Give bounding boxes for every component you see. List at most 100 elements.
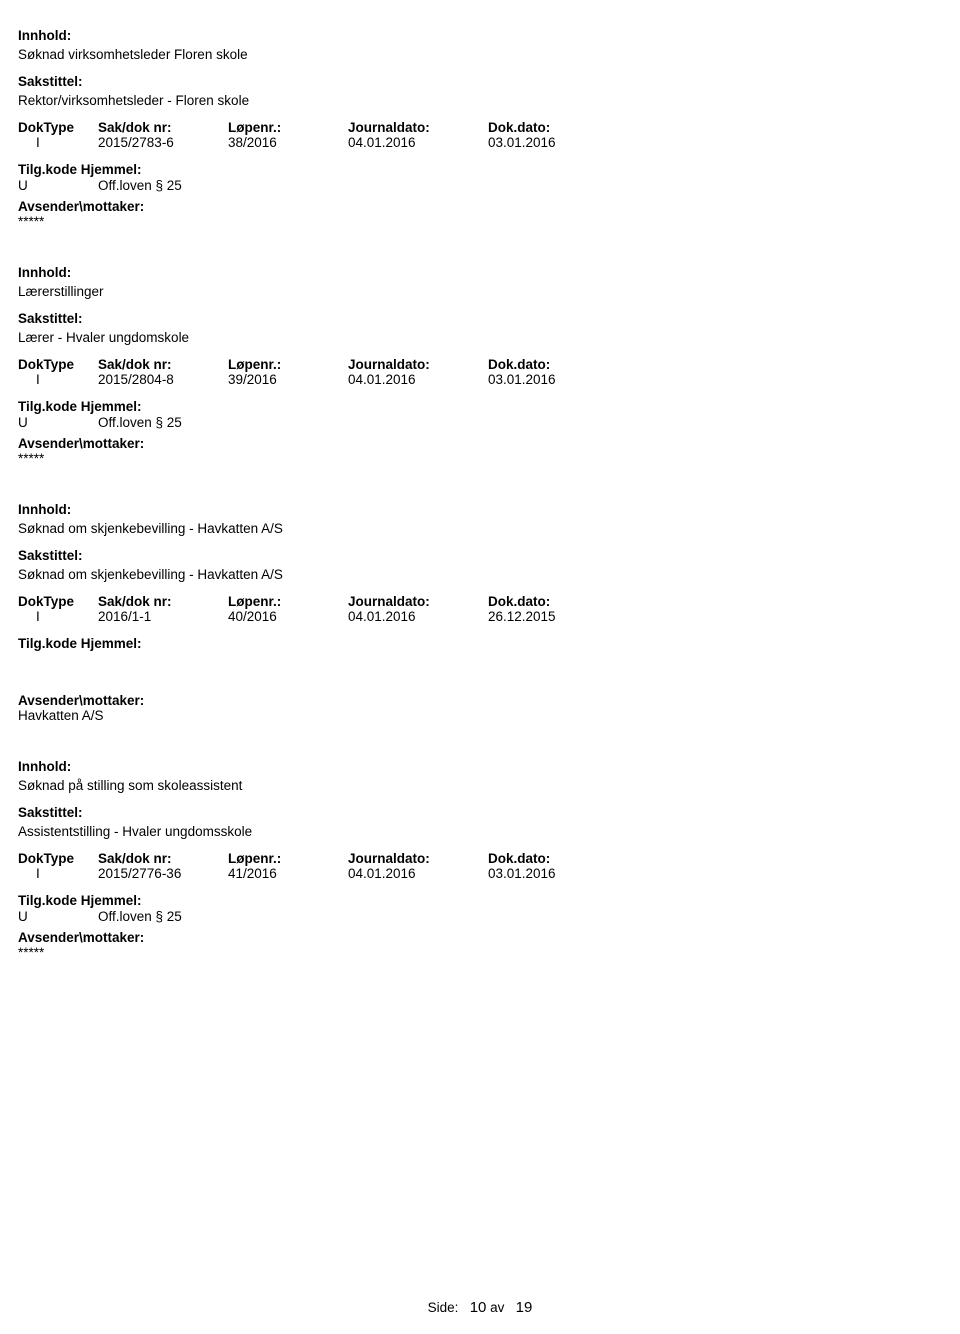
- lopenr-value: 41/2016: [228, 866, 348, 881]
- saknr-header: Sak/dok nr:: [98, 120, 228, 135]
- journal-entry: Innhold: Søknad om skjenkebevilling - Ha…: [18, 502, 942, 723]
- innhold-value: Lærerstillinger: [18, 284, 942, 299]
- journal-entry: Innhold: Søknad på stilling som skoleass…: [18, 759, 942, 960]
- journaldato-header: Journaldato:: [348, 120, 488, 135]
- avsender-value: *****: [18, 945, 942, 960]
- innhold-value: Søknad virksomhetsleder Floren skole: [18, 47, 942, 62]
- doktype-header: DokType: [18, 594, 98, 609]
- journaldato-header: Journaldato:: [348, 594, 488, 609]
- innhold-label: Innhold:: [18, 502, 942, 517]
- doktype-value: I: [18, 372, 98, 387]
- avsender-label: Avsender\mottaker:: [18, 930, 942, 945]
- saknr-header: Sak/dok nr:: [98, 851, 228, 866]
- lopenr-value: 40/2016: [228, 609, 348, 624]
- lopenr-value: 39/2016: [228, 372, 348, 387]
- innhold-label: Innhold:: [18, 265, 942, 280]
- hjemmel-label: Hjemmel:: [81, 893, 142, 908]
- lopenr-header: Løpenr.:: [228, 120, 348, 135]
- doktype-header: DokType: [18, 851, 98, 866]
- innhold-value: Søknad på stilling som skoleassistent: [18, 778, 942, 793]
- tilg-row: Tilg.kode Hjemmel:: [18, 399, 942, 414]
- avsender-value: Havkatten A/S: [18, 708, 942, 723]
- innhold-label: Innhold:: [18, 759, 942, 774]
- journal-entry: Innhold: Søknad virksomhetsleder Floren …: [18, 28, 942, 229]
- saknr-value: 2015/2783-6: [98, 135, 228, 150]
- hjemmel-value: Off.loven § 25: [98, 178, 182, 193]
- dokdato-value: 03.01.2016: [488, 866, 608, 881]
- sakstittel-value: Rektor/virksomhetsleder - Floren skole: [18, 93, 942, 108]
- lopenr-header: Løpenr.:: [228, 357, 348, 372]
- tilg-row: Tilg.kode Hjemmel:: [18, 893, 942, 908]
- saknr-value: 2016/1-1: [98, 609, 228, 624]
- avsender-label: Avsender\mottaker:: [18, 436, 942, 451]
- tilgkode-value: U: [18, 415, 98, 430]
- datarow-header: DokTypeSak/dok nr:Løpenr.:Journaldato:Do…: [18, 594, 942, 609]
- avsender-value: *****: [18, 451, 942, 466]
- dokdato-value: 03.01.2016: [488, 372, 608, 387]
- lopenr-value: 38/2016: [228, 135, 348, 150]
- avsender-label: Avsender\mottaker:: [18, 693, 942, 708]
- doktype-header: DokType: [18, 357, 98, 372]
- tilgkode-value: U: [18, 909, 98, 924]
- tilgkode-label: Tilg.kode: [18, 636, 77, 651]
- dokdato-header: Dok.dato:: [488, 120, 608, 135]
- dokdato-header: Dok.dato:: [488, 851, 608, 866]
- innhold-label: Innhold:: [18, 28, 942, 43]
- journal-entry: Innhold: Lærerstillinger Sakstittel: Lær…: [18, 265, 942, 466]
- datarow-values: I2016/1-140/201604.01.201626.12.2015: [18, 609, 942, 624]
- datarow-values: I2015/2804-839/201604.01.201603.01.2016: [18, 372, 942, 387]
- tilg-values: UOff.loven § 25: [18, 908, 942, 926]
- saknr-header: Sak/dok nr:: [98, 594, 228, 609]
- page-footer: Side: 10 av 19: [0, 1299, 960, 1316]
- hjemmel-label: Hjemmel:: [81, 399, 142, 414]
- avsender-label: Avsender\mottaker:: [18, 199, 942, 214]
- tilgkode-label: Tilg.kode: [18, 162, 77, 177]
- datarow-header: DokTypeSak/dok nr:Løpenr.:Journaldato:Do…: [18, 120, 942, 135]
- tilg-row: Tilg.kode Hjemmel:: [18, 636, 942, 651]
- saknr-value: 2015/2804-8: [98, 372, 228, 387]
- dokdato-header: Dok.dato:: [488, 357, 608, 372]
- tilg-values: [18, 651, 942, 669]
- journaldato-value: 04.01.2016: [348, 866, 488, 881]
- doktype-value: I: [18, 866, 98, 881]
- doktype-value: I: [18, 135, 98, 150]
- sakstittel-value: Lærer - Hvaler ungdomskole: [18, 330, 942, 345]
- dokdato-header: Dok.dato:: [488, 594, 608, 609]
- lopenr-header: Løpenr.:: [228, 594, 348, 609]
- sakstittel-label: Sakstittel:: [18, 548, 942, 563]
- journaldato-header: Journaldato:: [348, 851, 488, 866]
- datarow-values: I2015/2776-3641/201604.01.201603.01.2016: [18, 866, 942, 881]
- saknr-value: 2015/2776-36: [98, 866, 228, 881]
- doktype-value: I: [18, 609, 98, 624]
- datarow-header: DokTypeSak/dok nr:Løpenr.:Journaldato:Do…: [18, 357, 942, 372]
- datarow-values: I2015/2783-638/201604.01.201603.01.2016: [18, 135, 942, 150]
- sakstittel-value: Assistentstilling - Hvaler ungdomsskole: [18, 824, 942, 839]
- hjemmel-value: Off.loven § 25: [98, 415, 182, 430]
- dokdato-value: 26.12.2015: [488, 609, 608, 624]
- hjemmel-label: Hjemmel:: [81, 162, 142, 177]
- page-total: 19: [516, 1299, 533, 1316]
- journaldato-header: Journaldato:: [348, 357, 488, 372]
- tilgkode-label: Tilg.kode: [18, 893, 77, 908]
- sakstittel-label: Sakstittel:: [18, 805, 942, 820]
- doktype-header: DokType: [18, 120, 98, 135]
- hjemmel-value: Off.loven § 25: [98, 909, 182, 924]
- datarow-header: DokTypeSak/dok nr:Løpenr.:Journaldato:Do…: [18, 851, 942, 866]
- tilg-row: Tilg.kode Hjemmel:: [18, 162, 942, 177]
- sakstittel-value: Søknad om skjenkebevilling - Havkatten A…: [18, 567, 942, 582]
- journaldato-value: 04.01.2016: [348, 372, 488, 387]
- page-separator: av: [490, 1300, 504, 1315]
- side-label: Side:: [428, 1300, 459, 1315]
- journaldato-value: 04.01.2016: [348, 135, 488, 150]
- sakstittel-label: Sakstittel:: [18, 311, 942, 326]
- sakstittel-label: Sakstittel:: [18, 74, 942, 89]
- dokdato-value: 03.01.2016: [488, 135, 608, 150]
- saknr-header: Sak/dok nr:: [98, 357, 228, 372]
- journaldato-value: 04.01.2016: [348, 609, 488, 624]
- lopenr-header: Løpenr.:: [228, 851, 348, 866]
- tilg-values: UOff.loven § 25: [18, 414, 942, 432]
- tilg-values: UOff.loven § 25: [18, 177, 942, 195]
- tilgkode-label: Tilg.kode: [18, 399, 77, 414]
- avsender-value: *****: [18, 214, 942, 229]
- page-current: 10: [470, 1299, 487, 1316]
